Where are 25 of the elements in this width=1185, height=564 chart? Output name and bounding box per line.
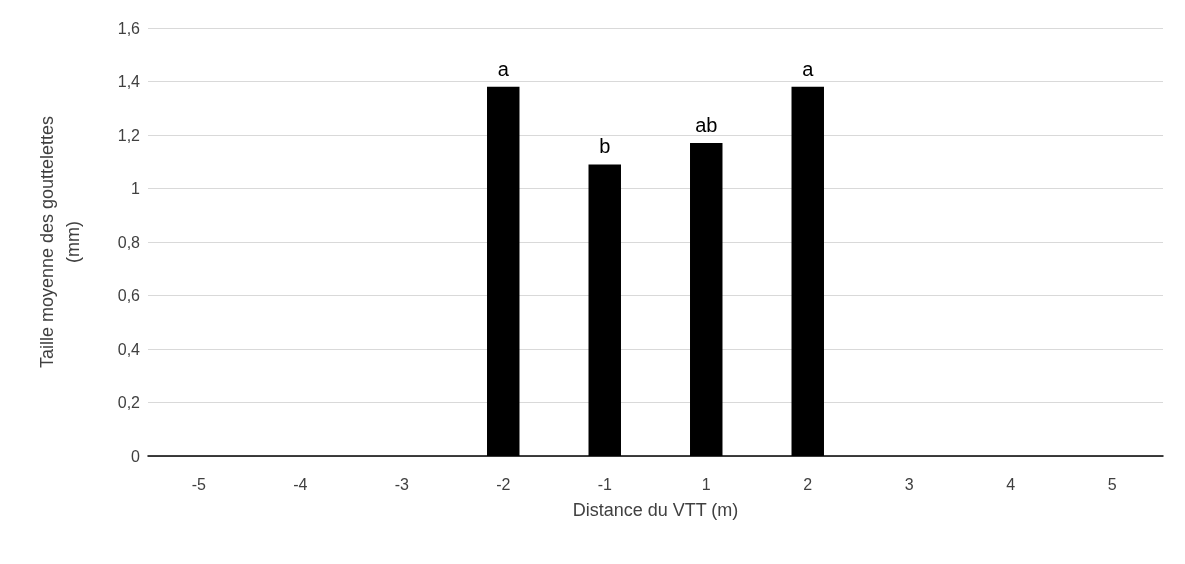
x-axis-title: Distance du VTT (m)	[572, 500, 739, 520]
y-tick-label: 0	[131, 447, 141, 465]
x-tick-label: 3	[904, 475, 914, 493]
y-axis-title: Taille moyenne des gouttelettes (mm)	[37, 115, 83, 369]
annotation: b	[599, 135, 611, 158]
x-tick-label: 4	[1006, 475, 1016, 493]
x-tick-label: 5	[1107, 475, 1117, 493]
y-tick-label: 1,2	[117, 126, 141, 144]
annotation: ab	[695, 114, 718, 137]
y-tick-label: 1	[131, 180, 141, 197]
y-tick-label: 0,8	[117, 233, 141, 251]
x-tick-label: -1	[597, 475, 612, 493]
x-tick-label: 2	[803, 475, 813, 493]
y-tick-label: 1,4	[117, 73, 141, 90]
y-tick-label: 0,2	[117, 394, 141, 411]
y-tick-label: 0,6	[117, 287, 141, 304]
x-tick-label: 1	[701, 475, 711, 493]
x-tick-label: -2	[496, 475, 511, 493]
y-tick-label: 1,6	[117, 19, 141, 37]
x-tick-label: -5	[191, 475, 206, 493]
y-tick-label: 0,4	[117, 340, 141, 358]
annotation: a	[802, 57, 815, 80]
x-tick-label: -3	[394, 475, 409, 493]
x-tick-label: -4	[293, 475, 308, 493]
annotation: a	[497, 57, 510, 80]
